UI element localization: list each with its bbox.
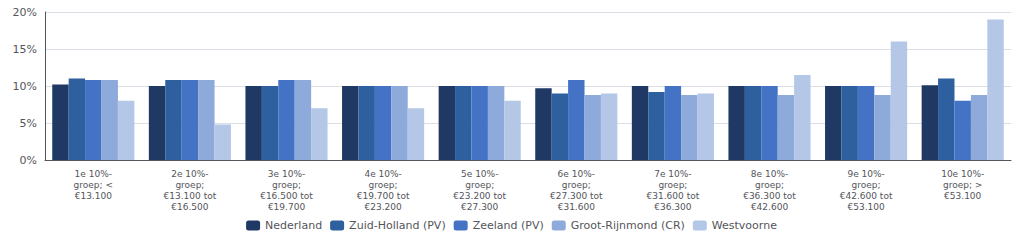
- svg-text:groep;: groep;: [175, 180, 204, 190]
- svg-text:groep; <: groep; <: [74, 180, 113, 190]
- svg-text:Zuid-Holland (PV): Zuid-Holland (PV): [349, 219, 446, 232]
- svg-text:4e 10%-: 4e 10%-: [364, 169, 401, 179]
- svg-text:10%: 10%: [13, 80, 37, 93]
- svg-text:20%: 20%: [13, 6, 37, 19]
- svg-text:groep;: groep;: [272, 180, 301, 190]
- svg-text:10e 10%-: 10e 10%-: [941, 169, 984, 179]
- svg-text:€31.600: €31.600: [558, 202, 595, 212]
- svg-text:7e 10%-: 7e 10%-: [654, 169, 691, 179]
- svg-text:1e 10%-: 1e 10%-: [75, 169, 112, 179]
- svg-text:€53.100: €53.100: [847, 202, 884, 212]
- svg-text:€23.200 tot: €23.200 tot: [453, 191, 506, 201]
- svg-text:8e 10%-: 8e 10%-: [751, 169, 788, 179]
- svg-text:groep;: groep;: [658, 180, 687, 190]
- svg-text:€53.100: €53.100: [944, 191, 981, 201]
- svg-text:groep; >: groep; >: [943, 180, 982, 190]
- svg-text:9e 10%-: 9e 10%-: [847, 169, 884, 179]
- svg-text:€13.100: €13.100: [75, 191, 112, 201]
- svg-text:Westvoorne: Westvoorne: [712, 219, 777, 232]
- svg-text:€27.300: €27.300: [461, 202, 498, 212]
- svg-text:€42.600: €42.600: [751, 202, 788, 212]
- svg-text:€23.200: €23.200: [364, 202, 401, 212]
- svg-text:Nederland: Nederland: [265, 219, 322, 232]
- svg-text:2e 10%-: 2e 10%-: [171, 169, 208, 179]
- svg-text:5e 10%-: 5e 10%-: [461, 169, 498, 179]
- svg-text:0%: 0%: [20, 154, 37, 167]
- svg-text:€19.700 tot: €19.700 tot: [357, 191, 410, 201]
- svg-text:groep;: groep;: [465, 180, 494, 190]
- svg-text:€19.700: €19.700: [268, 202, 305, 212]
- svg-text:€36.300: €36.300: [654, 202, 691, 212]
- svg-text:€36.300 tot: €36.300 tot: [743, 191, 796, 201]
- svg-text:groep;: groep;: [852, 180, 881, 190]
- svg-text:€16.500 tot: €16.500 tot: [260, 191, 313, 201]
- svg-text:3e 10%-: 3e 10%-: [268, 169, 305, 179]
- svg-text:€42.600 tot: €42.600 tot: [840, 191, 893, 201]
- svg-text:5%: 5%: [20, 117, 37, 130]
- svg-text:groep;: groep;: [562, 180, 591, 190]
- svg-text:€27.300 tot: €27.300 tot: [550, 191, 603, 201]
- svg-text:€13.100 tot: €13.100 tot: [164, 191, 217, 201]
- svg-text:Zeeland (PV): Zeeland (PV): [473, 219, 544, 232]
- svg-text:groep;: groep;: [369, 180, 398, 190]
- svg-text:groep;: groep;: [755, 180, 784, 190]
- svg-text:15%: 15%: [13, 43, 37, 56]
- svg-text:€31.600 tot: €31.600 tot: [647, 191, 700, 201]
- svg-text:6e 10%-: 6e 10%-: [558, 169, 595, 179]
- svg-text:Groot-Rijnmond (CR): Groot-Rijnmond (CR): [571, 219, 685, 232]
- svg-text:€16.500: €16.500: [171, 202, 208, 212]
